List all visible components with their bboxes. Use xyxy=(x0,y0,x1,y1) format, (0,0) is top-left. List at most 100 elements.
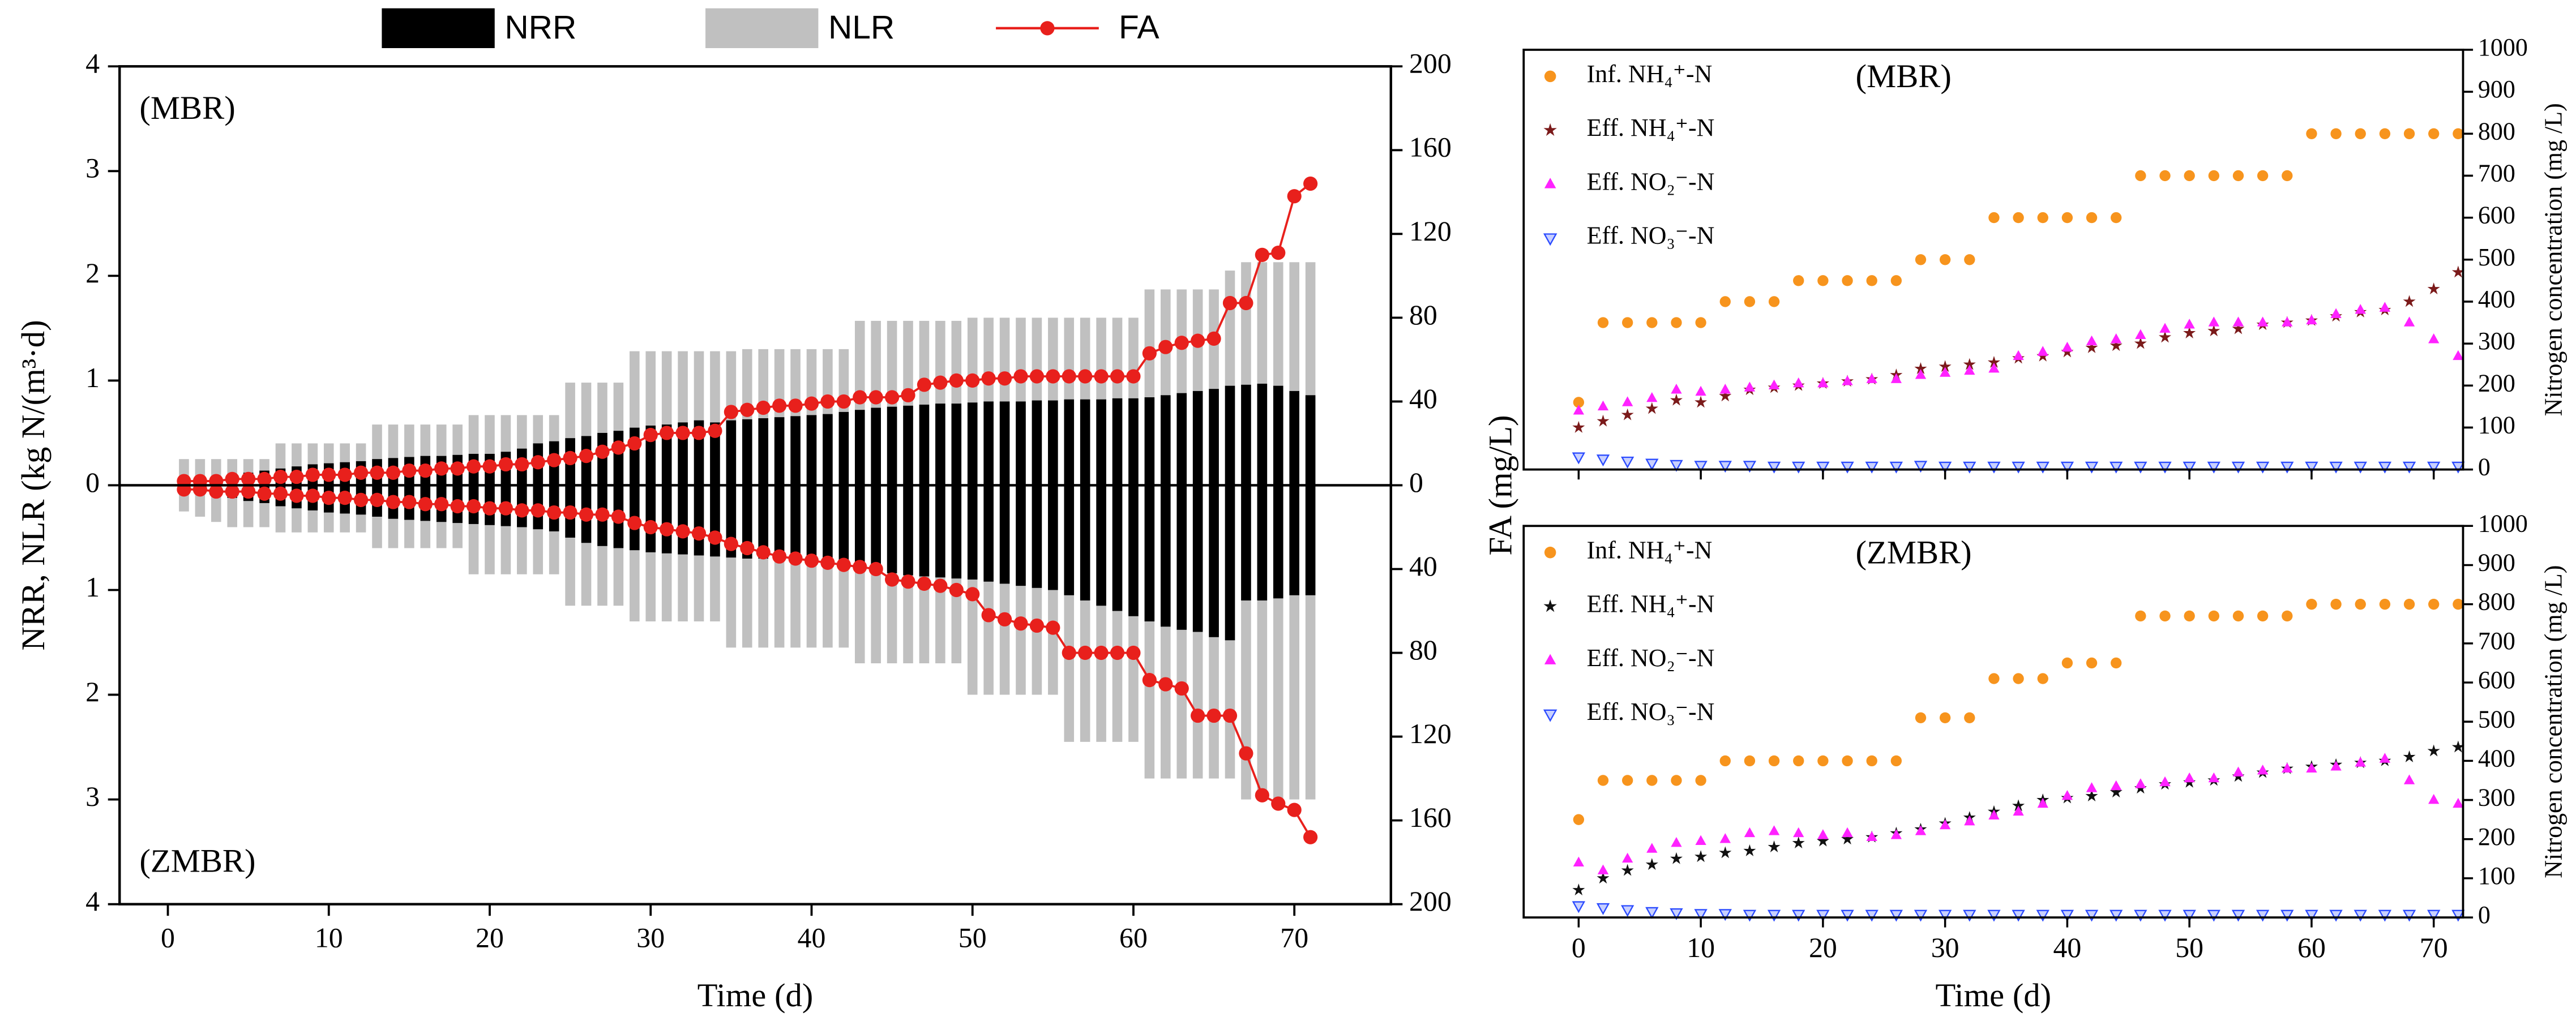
marker xyxy=(1963,461,1976,474)
marker xyxy=(2036,909,2049,922)
marker xyxy=(2159,610,2171,622)
bar xyxy=(742,419,752,486)
marker xyxy=(2135,170,2146,182)
marker xyxy=(1743,844,1756,856)
fa-point xyxy=(997,371,1012,386)
marker xyxy=(2231,461,2245,474)
marker xyxy=(2306,128,2317,139)
y-tick-label: 1 xyxy=(85,572,100,603)
y2-tick-label: 100 xyxy=(2478,411,2515,439)
marker xyxy=(2379,302,2391,312)
marker xyxy=(1744,827,1756,838)
marker xyxy=(2135,329,2146,340)
marker xyxy=(2207,909,2221,922)
y2-tick-label: 900 xyxy=(2478,75,2515,103)
bar xyxy=(1305,395,1316,486)
fa-point xyxy=(981,371,996,386)
marker xyxy=(2086,335,2098,346)
y2-tick-label: 500 xyxy=(2478,243,2515,271)
marker xyxy=(1938,909,1952,922)
bar xyxy=(1225,485,1235,641)
x-tick-label: 20 xyxy=(1809,932,1837,963)
fa-point xyxy=(836,557,851,572)
marker xyxy=(2427,909,2441,922)
bar xyxy=(710,422,720,486)
marker xyxy=(1719,384,1731,394)
bar xyxy=(678,485,688,555)
y2-tick-label: 700 xyxy=(2478,627,2515,655)
marker xyxy=(2330,128,2342,139)
fa-point xyxy=(515,503,529,518)
marker xyxy=(2330,598,2342,610)
bar xyxy=(1257,383,1268,486)
y-tick-label: 2 xyxy=(85,258,100,289)
marker xyxy=(2282,316,2293,327)
marker xyxy=(2183,909,2196,922)
fa-point xyxy=(595,507,610,522)
marker xyxy=(2403,598,2415,610)
marker xyxy=(1939,254,1951,265)
fa-point xyxy=(643,520,658,535)
marker xyxy=(1573,814,1585,825)
marker xyxy=(2037,797,2048,808)
marker xyxy=(2257,765,2269,775)
fa-point xyxy=(209,484,224,499)
fa-point xyxy=(660,522,674,537)
y2-tick-label: 120 xyxy=(1409,216,1452,247)
marker xyxy=(1865,461,1878,474)
fa-point xyxy=(337,491,352,505)
marker xyxy=(1817,829,1829,839)
fa-point xyxy=(289,488,304,503)
marker xyxy=(1572,452,1586,465)
marker xyxy=(2060,909,2074,922)
fa-point xyxy=(1206,331,1221,346)
chart-title: (ZMBR) xyxy=(1856,534,1972,571)
y2-axis-label: Nitrogen concentration (mg /L) xyxy=(2540,103,2568,416)
fa-point xyxy=(434,497,449,512)
bar xyxy=(774,417,785,486)
marker xyxy=(2355,304,2366,314)
x-tick-label: 0 xyxy=(1572,932,1586,963)
bar xyxy=(1289,391,1300,486)
bar xyxy=(1305,485,1316,595)
marker xyxy=(1694,909,1708,921)
x-axis-label: Time (d) xyxy=(1936,977,2052,1014)
marker xyxy=(1646,392,1658,402)
bar xyxy=(983,401,994,486)
marker xyxy=(2085,461,2099,474)
marker xyxy=(1695,835,1706,845)
y2-tick-label: 600 xyxy=(2478,666,2515,694)
marker xyxy=(2355,598,2366,610)
bar xyxy=(1080,485,1090,601)
marker xyxy=(1767,909,1781,922)
fa-point xyxy=(756,545,771,560)
fa-point xyxy=(353,465,369,480)
fa-point xyxy=(1078,645,1093,660)
y2-tick-label: 160 xyxy=(1409,132,1452,163)
bar xyxy=(1144,485,1155,622)
bar xyxy=(1144,397,1155,486)
marker xyxy=(1939,360,1952,372)
marker xyxy=(2111,780,2122,791)
fa-point xyxy=(579,449,594,464)
marker xyxy=(1719,846,1732,859)
fa-point xyxy=(1046,369,1060,384)
fa-point xyxy=(241,471,256,486)
legend-marker xyxy=(1544,654,1556,664)
marker xyxy=(2109,909,2123,922)
marker xyxy=(1866,275,1877,286)
legend-label: Eff. NH₄⁺-N xyxy=(1587,114,1715,141)
fa-point xyxy=(836,394,851,409)
marker xyxy=(1694,396,1708,408)
marker xyxy=(1890,373,1902,383)
fa-point xyxy=(740,540,755,556)
bar xyxy=(838,411,849,486)
marker xyxy=(2037,212,2048,224)
fa-point xyxy=(547,505,562,520)
fa-point xyxy=(579,507,594,522)
fa-point xyxy=(820,394,835,409)
marker xyxy=(1670,460,1683,472)
fa-point xyxy=(386,495,401,509)
marker xyxy=(1987,909,2001,922)
bar xyxy=(1096,485,1106,606)
